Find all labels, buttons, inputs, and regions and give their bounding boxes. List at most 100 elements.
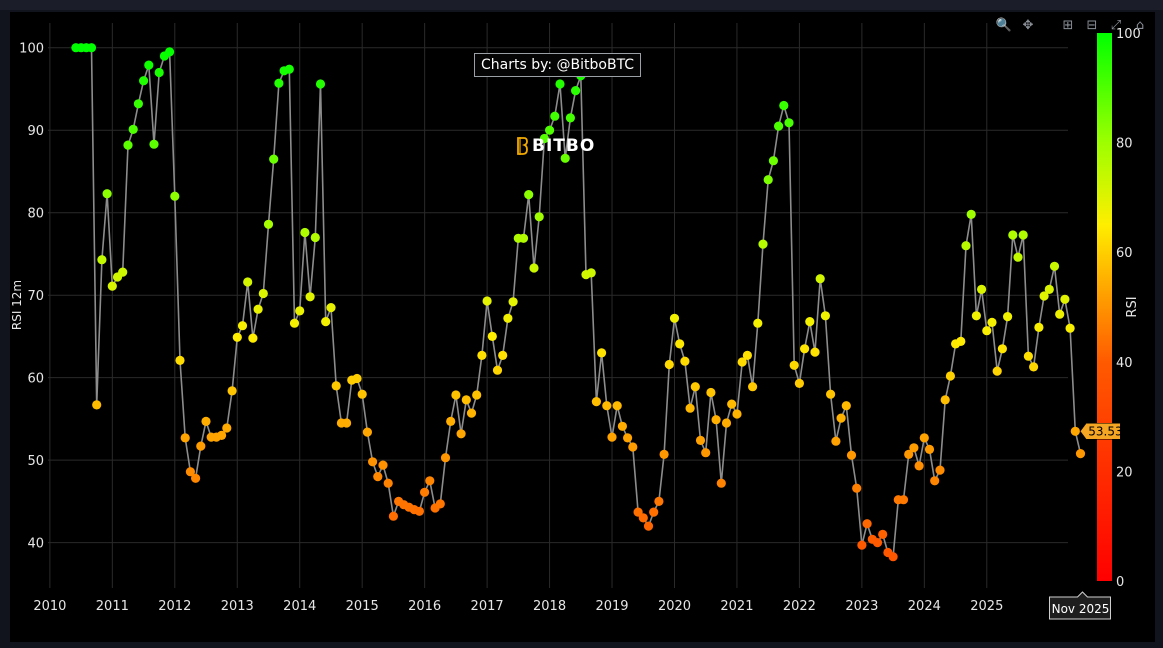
rsi-point[interactable]	[352, 373, 362, 384]
rsi-point[interactable]	[425, 476, 435, 486]
rsi-point[interactable]	[612, 401, 622, 411]
rsi-point[interactable]	[461, 395, 471, 405]
rsi-point[interactable]	[659, 449, 669, 459]
rsi-point[interactable]	[987, 317, 997, 327]
rsi-point[interactable]	[310, 232, 320, 243]
rsi-point[interactable]	[1065, 323, 1075, 333]
rsi-point[interactable]	[789, 360, 799, 370]
rsi-point[interactable]	[149, 139, 159, 149]
rsi-point[interactable]	[97, 255, 107, 265]
rsi-point[interactable]	[414, 506, 424, 516]
rsi-point[interactable]	[742, 350, 753, 360]
rsi-point[interactable]	[1034, 322, 1044, 332]
rsi-point[interactable]	[982, 326, 992, 336]
rsi-point[interactable]	[383, 478, 393, 488]
rsi-point[interactable]	[472, 390, 482, 400]
rsi-point[interactable]	[565, 113, 576, 123]
rsi-point[interactable]	[904, 449, 914, 459]
rsi-point[interactable]	[716, 478, 726, 488]
rsi-point[interactable]	[831, 436, 841, 446]
rsi-point[interactable]	[440, 453, 451, 463]
rsi-point[interactable]	[289, 318, 300, 328]
rsi-point[interactable]	[368, 457, 378, 467]
rsi-point[interactable]	[961, 241, 971, 251]
rsi-point[interactable]	[92, 400, 102, 410]
zoom-icon[interactable]: 🔍	[995, 17, 1013, 33]
rsi-point[interactable]	[446, 416, 456, 426]
rsi-point[interactable]	[774, 121, 784, 131]
rsi-point[interactable]	[331, 381, 341, 391]
rsi-point[interactable]	[1060, 294, 1070, 304]
rsi-point[interactable]	[924, 444, 935, 454]
rsi-point[interactable]	[435, 499, 445, 509]
rsi-point[interactable]	[451, 390, 461, 400]
rsi-point[interactable]	[518, 233, 529, 243]
rsi-points[interactable]	[71, 43, 1086, 562]
rsi-point[interactable]	[342, 418, 352, 428]
rsi-point[interactable]	[1018, 230, 1028, 240]
rsi-point[interactable]	[165, 47, 175, 57]
rsi-point[interactable]	[805, 317, 815, 327]
rsi-point[interactable]	[378, 460, 388, 470]
rsi-point[interactable]	[732, 409, 742, 419]
rsi-point[interactable]	[607, 432, 617, 442]
rsi-point[interactable]	[253, 304, 263, 314]
rsi-point[interactable]	[170, 191, 180, 201]
rsi-point[interactable]	[685, 403, 695, 413]
rsi-point[interactable]	[721, 418, 732, 428]
rsi-point[interactable]	[1013, 252, 1023, 262]
zoom-out-icon[interactable]: ⊟	[1086, 17, 1098, 33]
rsi-point[interactable]	[638, 513, 648, 523]
rsi-point[interactable]	[357, 389, 367, 399]
rsi-point[interactable]	[154, 67, 164, 78]
rsi-point[interactable]	[534, 212, 544, 222]
rsi-point[interactable]	[180, 433, 190, 443]
rsi-point[interactable]	[966, 209, 976, 219]
rsi-point[interactable]	[248, 333, 258, 343]
rsi-point[interactable]	[477, 350, 487, 360]
rsi-point[interactable]	[456, 429, 466, 439]
rsi-point[interactable]	[930, 476, 940, 486]
rsi-point[interactable]	[711, 415, 721, 425]
rsi-point[interactable]	[1044, 284, 1054, 294]
rsi-point[interactable]	[623, 433, 633, 443]
rsi-point[interactable]	[118, 267, 128, 277]
rsi-point[interactable]	[196, 441, 206, 451]
rsi-point[interactable]	[940, 395, 950, 405]
rsi-point[interactable]	[300, 227, 310, 238]
rsi-point[interactable]	[560, 153, 570, 163]
rsi-point[interactable]	[227, 386, 237, 396]
rsi-point[interactable]	[217, 430, 227, 440]
rsi-point[interactable]	[997, 344, 1008, 354]
rsi-point[interactable]	[862, 519, 872, 529]
rsi-point[interactable]	[857, 540, 867, 550]
rsi-point[interactable]	[675, 339, 685, 349]
rsi-point[interactable]	[123, 140, 133, 150]
pan-icon[interactable]: ✥	[1022, 17, 1034, 33]
rsi-point[interactable]	[482, 296, 492, 306]
rsi-point[interactable]	[295, 306, 305, 316]
rsi-point[interactable]	[1003, 312, 1013, 322]
rsi-point[interactable]	[800, 344, 810, 354]
rsi-point[interactable]	[836, 413, 846, 423]
rsi-point[interactable]	[508, 297, 518, 307]
rsi-point[interactable]	[232, 332, 242, 342]
rsi-point[interactable]	[185, 467, 195, 477]
rsi-point[interactable]	[144, 60, 154, 70]
rsi-point[interactable]	[243, 277, 253, 287]
rsi-point[interactable]	[815, 274, 825, 284]
rsi-point[interactable]	[935, 465, 945, 475]
rsi-point[interactable]	[545, 125, 555, 135]
rsi-point[interactable]	[555, 79, 565, 89]
rsi-point[interactable]	[591, 397, 602, 407]
rsi-point[interactable]	[977, 284, 987, 294]
rsi-point[interactable]	[680, 356, 690, 366]
rsi-point[interactable]	[524, 190, 534, 200]
rsi-point[interactable]	[664, 359, 674, 370]
rsi-point[interactable]	[315, 79, 326, 89]
rsi-point[interactable]	[669, 313, 680, 323]
rsi-point[interactable]	[388, 511, 398, 521]
rsi-point[interactable]	[222, 423, 232, 433]
rsi-point[interactable]	[727, 399, 737, 409]
rsi-point[interactable]	[784, 118, 794, 128]
